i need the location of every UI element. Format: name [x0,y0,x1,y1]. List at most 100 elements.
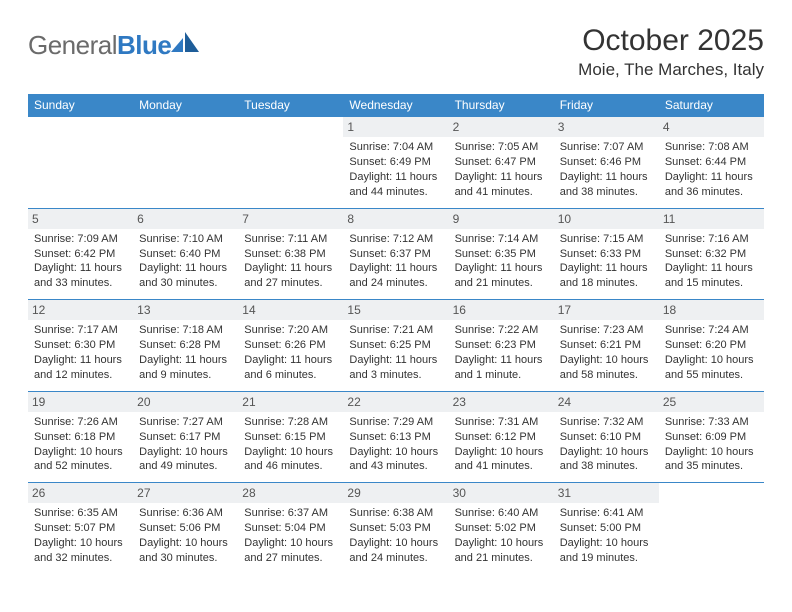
day-number: 1 [343,117,448,137]
sunset-text: Sunset: 6:37 PM [349,247,442,262]
sunset-text: Sunset: 6:17 PM [139,430,232,445]
calendar-cell: 27Sunrise: 6:36 AMSunset: 5:06 PMDayligh… [133,482,238,574]
daylight-text: Daylight: 10 hours and 27 minutes. [244,536,337,566]
calendar-grid: Sunday Monday Tuesday Wednesday Thursday… [28,94,764,574]
day-number: 14 [238,300,343,320]
calendar-cell [659,482,764,574]
day-number: 27 [133,483,238,503]
sunrise-text: Sunrise: 7:23 AM [560,323,653,338]
calendar-cell: 24Sunrise: 7:32 AMSunset: 6:10 PMDayligh… [554,391,659,483]
page-header: GeneralBlue October 2025 Moie, The March… [28,24,764,80]
sunrise-text: Sunrise: 7:27 AM [139,415,232,430]
calendar-page: GeneralBlue October 2025 Moie, The March… [0,0,792,612]
day-number: 2 [449,117,554,137]
daylight-text: Daylight: 11 hours and 1 minute. [455,353,548,383]
day-number: 26 [28,483,133,503]
calendar-cell: 15Sunrise: 7:21 AMSunset: 6:25 PMDayligh… [343,299,448,391]
sunrise-text: Sunrise: 7:20 AM [244,323,337,338]
calendar-cell [28,116,133,208]
day-number: 22 [343,392,448,412]
calendar-cell: 16Sunrise: 7:22 AMSunset: 6:23 PMDayligh… [449,299,554,391]
daylight-text: Daylight: 11 hours and 44 minutes. [349,170,442,200]
weekday-header: Tuesday [238,94,343,116]
day-number: 11 [659,209,764,229]
calendar-body: 1Sunrise: 7:04 AMSunset: 6:49 PMDaylight… [28,116,764,574]
sunset-text: Sunset: 5:04 PM [244,521,337,536]
calendar-cell: 2Sunrise: 7:05 AMSunset: 6:47 PMDaylight… [449,116,554,208]
calendar-cell: 14Sunrise: 7:20 AMSunset: 6:26 PMDayligh… [238,299,343,391]
day-number: 13 [133,300,238,320]
calendar-cell: 18Sunrise: 7:24 AMSunset: 6:20 PMDayligh… [659,299,764,391]
day-number: 19 [28,392,133,412]
brand-logo: GeneralBlue [28,24,201,61]
daylight-text: Daylight: 11 hours and 24 minutes. [349,261,442,291]
month-title: October 2025 [578,24,764,58]
sunrise-text: Sunrise: 7:11 AM [244,232,337,247]
daylight-text: Daylight: 10 hours and 52 minutes. [34,445,127,475]
daylight-text: Daylight: 10 hours and 30 minutes. [139,536,232,566]
sunrise-text: Sunrise: 6:41 AM [560,506,653,521]
daylight-text: Daylight: 11 hours and 6 minutes. [244,353,337,383]
sunset-text: Sunset: 6:44 PM [665,155,758,170]
sunset-text: Sunset: 6:20 PM [665,338,758,353]
daylight-text: Daylight: 10 hours and 46 minutes. [244,445,337,475]
daylight-text: Daylight: 10 hours and 21 minutes. [455,536,548,566]
brand-word1: General [28,30,117,60]
sunset-text: Sunset: 5:00 PM [560,521,653,536]
day-number: 3 [554,117,659,137]
sunrise-text: Sunrise: 7:04 AM [349,140,442,155]
day-number: 17 [554,300,659,320]
sunset-text: Sunset: 6:33 PM [560,247,653,262]
sunset-text: Sunset: 6:28 PM [139,338,232,353]
sunrise-text: Sunrise: 7:21 AM [349,323,442,338]
day-number: 25 [659,392,764,412]
calendar-cell: 12Sunrise: 7:17 AMSunset: 6:30 PMDayligh… [28,299,133,391]
sunrise-text: Sunrise: 7:12 AM [349,232,442,247]
calendar-cell: 19Sunrise: 7:26 AMSunset: 6:18 PMDayligh… [28,391,133,483]
sunrise-text: Sunrise: 7:07 AM [560,140,653,155]
sunrise-text: Sunrise: 6:37 AM [244,506,337,521]
day-number: 9 [449,209,554,229]
daylight-text: Daylight: 11 hours and 30 minutes. [139,261,232,291]
daylight-text: Daylight: 11 hours and 33 minutes. [34,261,127,291]
sunset-text: Sunset: 6:47 PM [455,155,548,170]
calendar-cell: 5Sunrise: 7:09 AMSunset: 6:42 PMDaylight… [28,208,133,300]
weekday-header: Wednesday [343,94,448,116]
sunrise-text: Sunrise: 7:32 AM [560,415,653,430]
sunset-text: Sunset: 6:15 PM [244,430,337,445]
sunrise-text: Sunrise: 7:09 AM [34,232,127,247]
sunset-text: Sunset: 6:35 PM [455,247,548,262]
sunrise-text: Sunrise: 6:35 AM [34,506,127,521]
day-number: 16 [449,300,554,320]
brand-word2: Blue [117,30,171,60]
sunrise-text: Sunrise: 7:33 AM [665,415,758,430]
weekday-header: Friday [554,94,659,116]
sunset-text: Sunset: 6:23 PM [455,338,548,353]
calendar-cell [133,116,238,208]
daylight-text: Daylight: 11 hours and 27 minutes. [244,261,337,291]
daylight-text: Daylight: 10 hours and 58 minutes. [560,353,653,383]
daylight-text: Daylight: 11 hours and 38 minutes. [560,170,653,200]
sunset-text: Sunset: 6:10 PM [560,430,653,445]
day-number: 5 [28,209,133,229]
daylight-text: Daylight: 10 hours and 19 minutes. [560,536,653,566]
sunset-text: Sunset: 5:07 PM [34,521,127,536]
sunrise-text: Sunrise: 7:10 AM [139,232,232,247]
calendar-cell [238,116,343,208]
calendar-cell: 29Sunrise: 6:38 AMSunset: 5:03 PMDayligh… [343,482,448,574]
sunrise-text: Sunrise: 7:17 AM [34,323,127,338]
calendar-cell: 11Sunrise: 7:16 AMSunset: 6:32 PMDayligh… [659,208,764,300]
sunset-text: Sunset: 6:13 PM [349,430,442,445]
weekday-header: Monday [133,94,238,116]
daylight-text: Daylight: 10 hours and 41 minutes. [455,445,548,475]
daylight-text: Daylight: 10 hours and 32 minutes. [34,536,127,566]
daylight-text: Daylight: 11 hours and 9 minutes. [139,353,232,383]
sunset-text: Sunset: 6:38 PM [244,247,337,262]
sunrise-text: Sunrise: 7:28 AM [244,415,337,430]
daylight-text: Daylight: 11 hours and 18 minutes. [560,261,653,291]
calendar-cell: 7Sunrise: 7:11 AMSunset: 6:38 PMDaylight… [238,208,343,300]
sunset-text: Sunset: 6:46 PM [560,155,653,170]
calendar-cell: 25Sunrise: 7:33 AMSunset: 6:09 PMDayligh… [659,391,764,483]
daylight-text: Daylight: 10 hours and 24 minutes. [349,536,442,566]
day-number: 21 [238,392,343,412]
